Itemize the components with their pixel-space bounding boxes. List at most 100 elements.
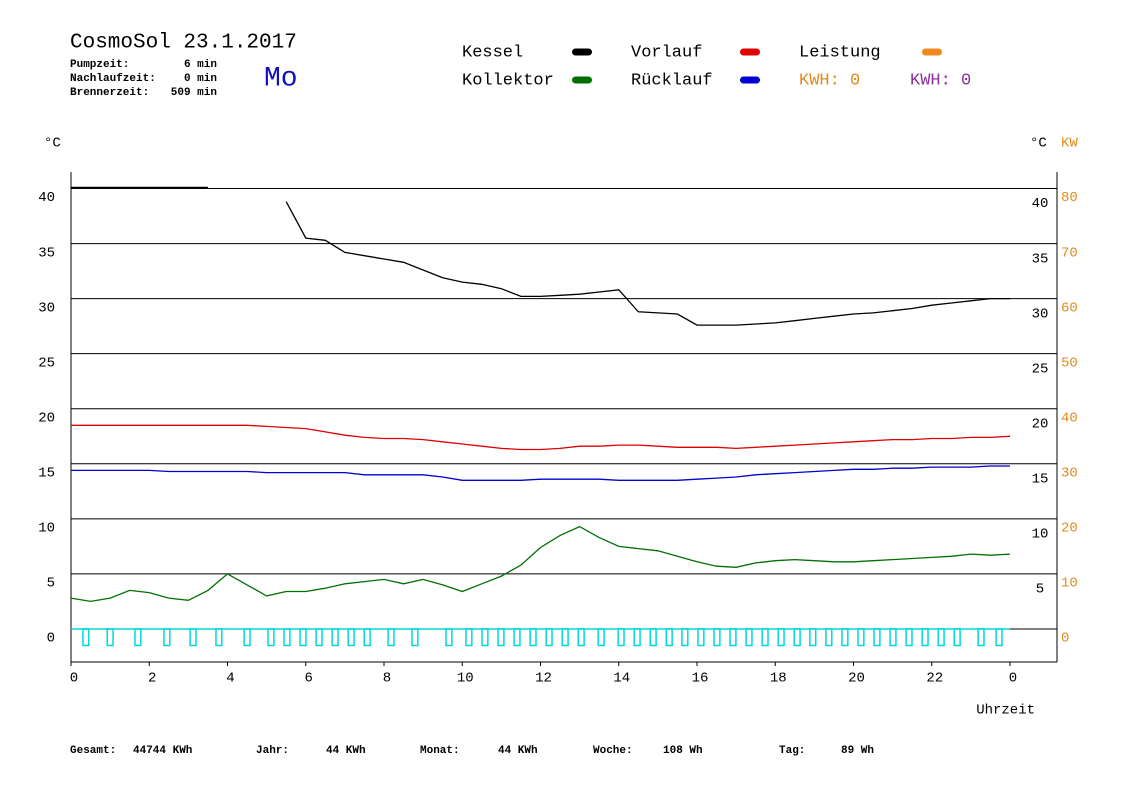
x-tick-label: 20: [848, 671, 865, 687]
footer-label: Gesamt:: [70, 745, 116, 757]
x-tick-label: 14: [613, 671, 630, 687]
y2-tick-label: 80: [1061, 190, 1078, 206]
pump-pulse: [465, 628, 473, 647]
kwh-label: KWH: 0: [799, 71, 860, 90]
pump-pulse: [299, 628, 307, 647]
y2-unit: KW: [1061, 136, 1078, 152]
pump-pulse: [995, 628, 1003, 647]
y2-tick-label: 10: [1061, 576, 1078, 592]
x-tick-label: 8: [383, 671, 391, 687]
footer-label: Woche:: [593, 745, 633, 757]
y-right-tick-label: 25: [1032, 361, 1049, 377]
y-tick-label: 5: [47, 576, 55, 592]
x-axis-label: Uhrzeit: [976, 703, 1035, 719]
x-tick-label: 16: [692, 671, 709, 687]
kwh-label: KWH: 0: [910, 71, 971, 90]
stat-label: Nachlaufzeit:: [70, 73, 156, 85]
pump-pulse: [825, 628, 833, 647]
pump-pulse: [921, 628, 929, 647]
pump-pulse: [761, 628, 769, 647]
pump-pulse: [331, 628, 339, 647]
pump-pulse: [347, 628, 355, 647]
legend-swatch: [572, 48, 592, 56]
pump-pulse: [665, 628, 673, 647]
pump-pulse: [697, 628, 705, 647]
pump-pulse: [513, 628, 521, 647]
stat-value: 6 min: [184, 59, 217, 71]
pump-pulse: [681, 628, 689, 647]
pump-pulse: [889, 628, 897, 647]
pump-pulse: [953, 628, 961, 647]
pump-pulse: [841, 628, 849, 647]
legend-swatch: [740, 76, 760, 84]
x-tick-label: 12: [535, 671, 552, 687]
pump-pulse: [215, 628, 223, 647]
pump-pulse: [649, 628, 657, 647]
y-right-tick-label: 10: [1032, 527, 1049, 543]
y2-tick-label: 30: [1061, 466, 1078, 482]
y-tick-label: 35: [38, 245, 55, 261]
stat-value: 509 min: [171, 87, 217, 99]
pump-pulse: [545, 628, 553, 647]
y-right-tick-label: 15: [1032, 472, 1049, 488]
x-tick-label: 18: [770, 671, 787, 687]
stat-label: Pumpzeit:: [70, 59, 129, 71]
y-tick-label: 25: [38, 355, 55, 371]
series-line: [70, 525, 1011, 603]
pump-pulse: [597, 628, 605, 647]
pump-pulse: [809, 628, 817, 647]
y-right-tick-label: 20: [1032, 416, 1049, 432]
legend-label: Kessel: [462, 43, 523, 62]
series-line: [71, 424, 1011, 451]
y2-tick-label: 40: [1061, 410, 1078, 426]
y-tick-label: 40: [38, 190, 55, 206]
pump-pulse: [363, 628, 371, 647]
pump-pulse: [481, 628, 489, 647]
pump-pulse: [937, 628, 945, 647]
legend-label: Leistung: [799, 43, 881, 62]
legend-label: Kollektor: [462, 71, 554, 90]
x-tick-label: 2: [148, 671, 156, 687]
y-unit-left: °C: [44, 136, 61, 152]
day-label: Mo: [264, 63, 298, 94]
pump-pulse: [977, 628, 985, 647]
pump-pulse: [315, 628, 323, 647]
x-tick-label: 4: [226, 671, 234, 687]
pump-pulse: [445, 628, 453, 647]
pump-pulse: [106, 628, 114, 647]
pump-pulse: [745, 628, 753, 647]
y-tick-label: 20: [38, 410, 55, 426]
x-tick-label: 0: [70, 671, 78, 687]
y-tick-label: 10: [38, 521, 55, 537]
footer-label: Jahr:: [256, 745, 289, 757]
y-tick-label: 15: [38, 466, 55, 482]
pump-pulse: [283, 628, 291, 647]
pump-pulse: [617, 628, 625, 647]
y2-tick-label: 20: [1061, 521, 1078, 537]
pump-pulse: [82, 628, 90, 647]
pump-pulse: [189, 628, 197, 647]
y-tick-label: 30: [38, 300, 55, 316]
series-line: [71, 465, 1010, 481]
y-unit-right: °C: [1030, 136, 1047, 152]
y2-tick-label: 60: [1061, 300, 1078, 316]
legend-label: Vorlauf: [631, 43, 702, 62]
y-right-tick-label: 30: [1032, 306, 1049, 322]
y-right-tick-label: 40: [1032, 196, 1049, 212]
pump-pulse: [793, 628, 801, 647]
y-right-tick-label: 5: [1036, 582, 1044, 598]
pump-pulse: [267, 628, 275, 647]
x-tick-label: 0: [1009, 671, 1017, 687]
footer-label: Tag:: [779, 745, 805, 757]
x-tick-label: 10: [457, 671, 474, 687]
pump-pulse: [713, 628, 721, 647]
stat-label: Brennerzeit:: [70, 87, 149, 99]
pump-pulse: [134, 628, 142, 647]
legend-label: Rücklauf: [631, 71, 713, 90]
pump-pulse: [497, 628, 505, 647]
legend-swatch: [572, 76, 592, 84]
x-tick-label: 22: [926, 671, 943, 687]
footer-value: 89 Wh: [841, 745, 874, 757]
footer-value: 44 KWh: [498, 745, 538, 757]
y2-tick-label: 0: [1061, 631, 1069, 647]
